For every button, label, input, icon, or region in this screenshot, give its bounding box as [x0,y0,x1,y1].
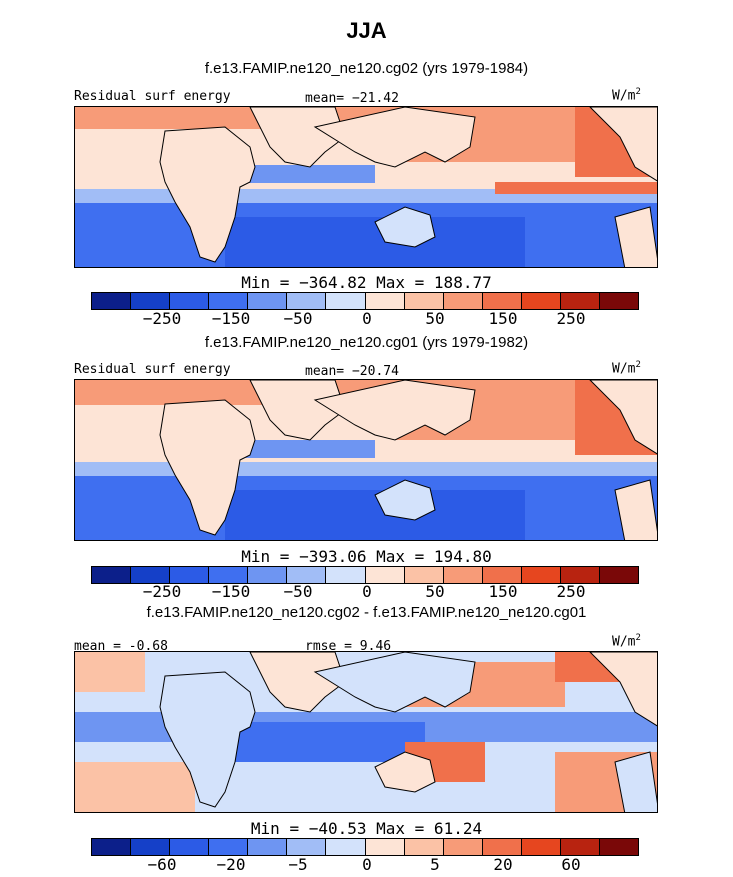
panel-2-subtitle: f.e13.FAMIP.ne120_ne120.cg01 (yrs 1979-1… [204,334,529,351]
panel-1-tick-1: −250 [142,309,182,328]
panel-2-minmax: Min = −393.06 Max = 194.80 [241,547,492,566]
panel-1-tick-6: 150 [488,309,518,328]
colorbar-swatch [170,567,210,583]
panel-1-tick-3: −50 [283,309,313,328]
colorbar-swatch [248,567,288,583]
panel-1-units: W/m2 [612,87,641,104]
panel-2-tick-6: 150 [488,582,518,601]
panel-1-tick-2: −150 [211,309,251,328]
colorbar-swatch [287,567,327,583]
panel-1-left-label: Residual surf energy [74,89,231,104]
colorbar-swatch [443,567,483,583]
panel-1-map [74,106,658,268]
panel-3-mean-label: mean = -0.68 [74,639,168,654]
colorbar-swatch [560,293,601,309]
panel-3-minmax: Min = −40.53 Max = 61.24 [250,819,483,838]
panel-2-tick-7: 250 [556,582,586,601]
panel-2-tick-4: 0 [362,582,372,601]
panel-3-tick-4: 0 [362,855,372,874]
panel-2-units: W/m2 [612,360,641,377]
panel-3-map-svg [75,652,657,812]
panel-3-units: W/m2 [612,633,641,650]
colorbar-swatch [326,839,366,855]
colorbar-swatch [404,567,444,583]
panel-1-mean-label: mean= −21.42 [305,91,399,106]
colorbar-swatch [365,293,405,309]
colorbar-swatch [248,293,288,309]
colorbar-swatch [131,839,171,855]
panel-3-tick-2: −20 [216,855,246,874]
colorbar-swatch [365,839,405,855]
colorbar-swatch [482,567,522,583]
panel-2-tick-2: −150 [211,582,251,601]
colorbar-swatch [209,567,249,583]
panel-3-subtitle: f.e13.FAMIP.ne120_ne120.cg02 - f.e13.FAM… [146,604,587,621]
panel-1-tick-7: 250 [556,309,586,328]
colorbar-swatch [600,293,639,309]
panel-3-tick-5: 5 [430,855,440,874]
panel-3-tick-6: 20 [493,855,513,874]
panel-3-map [74,651,658,813]
panel-1-minmax: Min = −364.82 Max = 188.77 [241,273,492,292]
colorbar-swatch [287,293,327,309]
colorbar-swatch [248,839,288,855]
colorbar-swatch [326,567,366,583]
colorbar-swatch [521,293,561,309]
colorbar-swatch [521,567,561,583]
panel-2-colorbar [91,566,639,584]
colorbar-swatch [92,567,132,583]
colorbar-swatch [600,567,639,583]
colorbar-swatch [404,293,444,309]
panel-2-left-label: Residual surf energy [74,362,231,377]
panel-2-tick-3: −50 [283,582,313,601]
colorbar-swatch [209,839,249,855]
colorbar-swatch [326,293,366,309]
panel-2-map-svg [75,380,657,540]
colorbar-swatch [600,839,639,855]
colorbar-swatch [443,293,483,309]
colorbar-swatch [131,567,171,583]
colorbar-swatch [560,567,601,583]
colorbar-swatch [560,839,601,855]
panel-2-tick-5: 50 [425,582,445,601]
colorbar-swatch [170,839,210,855]
colorbar-swatch [365,567,405,583]
colorbar-swatch [209,293,249,309]
colorbar-swatch [443,839,483,855]
panel-1-subtitle: f.e13.FAMIP.ne120_ne120.cg02 (yrs 1979-1… [204,60,529,77]
panel-1-tick-4: 0 [362,309,372,328]
panel-1-map-svg [75,107,657,267]
colorbar-swatch [92,293,132,309]
panel-1-tick-5: 50 [425,309,445,328]
panel-2-map [74,379,658,541]
colorbar-swatch [482,293,522,309]
colorbar-swatch [521,839,561,855]
colorbar-swatch [170,293,210,309]
panel-3-rmse-label: rmse = 9.46 [305,639,392,654]
panel-1-colorbar [91,292,639,310]
panel-3-tick-7: 60 [561,855,581,874]
colorbar-swatch [92,839,132,855]
panel-3-tick-1: −60 [147,855,177,874]
panel-2-tick-1: −250 [142,582,182,601]
colorbar-swatch [482,839,522,855]
panel-3-tick-3: −5 [288,855,308,874]
colorbar-swatch [404,839,444,855]
panel-2-mean-label: mean= −20.74 [305,364,399,379]
figure-title: JJA [346,18,387,43]
colorbar-swatch [131,293,171,309]
colorbar-swatch [287,839,327,855]
panel-3-colorbar [91,838,639,856]
